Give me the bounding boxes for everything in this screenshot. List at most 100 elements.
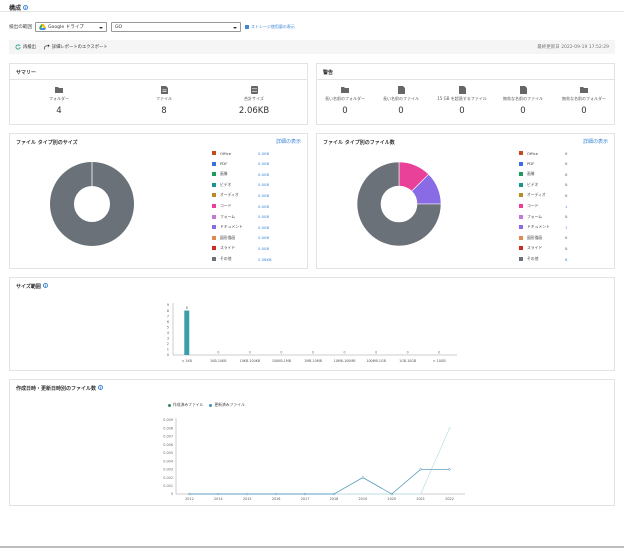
- size-by-type-panel: ファイル タイプ別のサイズ 詳細の表示 Office 0.00B PDF 0.00B 画…: [9, 133, 308, 269]
- y-tick-label: 0: [167, 353, 170, 357]
- warning-long-file-name: 長い名前のファイル 0: [371, 86, 431, 116]
- count-detail-link[interactable]: 詳細の表示: [582, 139, 608, 145]
- legend-item: 図形描画 0: [519, 235, 567, 241]
- legend-item: ビデオ 0: [519, 182, 567, 188]
- refresh-button[interactable]: 再検出: [15, 44, 36, 50]
- x-tick-label: 2021: [416, 497, 425, 501]
- y-tick-label: 5: [167, 325, 169, 329]
- long-file-name-icon: [397, 86, 405, 94]
- export-button[interactable]: 詳細レポートのエクスポート: [44, 44, 108, 50]
- bar-value-label: 0: [249, 351, 251, 355]
- warning-invalid-folder-name: 無効な名前のフォルダー 0: [554, 86, 614, 116]
- legend-item: PDF 0.00B: [212, 161, 269, 167]
- storage-usage-link[interactable]: ストレージ使用量の表示: [244, 24, 295, 30]
- legend-label: フォーム: [220, 213, 236, 219]
- legend-item: スライド 0: [519, 245, 567, 251]
- legend-swatch: [212, 151, 216, 155]
- large-file-icon: [458, 86, 466, 94]
- count-donut-chart: [356, 161, 442, 247]
- y-tick-label: 0.009: [163, 418, 173, 422]
- y-tick-label: 4: [167, 331, 170, 335]
- size-detail-link[interactable]: 詳細の表示: [275, 139, 301, 145]
- legend-swatch: [519, 235, 523, 240]
- legend-label: PDF: [220, 161, 228, 167]
- legend-item: Office 0.00B: [212, 150, 269, 156]
- legend-item: スライド 0.00B: [212, 245, 269, 251]
- series-point[interactable]: [448, 427, 451, 430]
- series-point[interactable]: [303, 492, 307, 496]
- x-tick-label: 2016: [272, 497, 281, 501]
- legend-item: 図形描画 0.00B: [212, 235, 269, 241]
- series-line: [189, 428, 450, 495]
- legend-value: 0.00B: [258, 245, 270, 251]
- x-tick-label: 2018: [330, 497, 339, 501]
- y-tick-label: 0.004: [163, 459, 173, 463]
- legend-label: ビデオ: [527, 181, 539, 187]
- source-select[interactable]: Google ドライブ: [34, 22, 107, 32]
- series-point[interactable]: [275, 492, 278, 496]
- bar[interactable]: [184, 310, 190, 355]
- legend-swatch: [212, 193, 216, 198]
- bar-value-label: 0: [407, 351, 409, 355]
- bar-value-label: 8: [186, 306, 188, 310]
- y-tick-label: 0.002: [163, 476, 173, 480]
- scope-select[interactable]: GO: [110, 22, 241, 32]
- series-point[interactable]: [361, 476, 365, 479]
- series-point[interactable]: [332, 492, 336, 496]
- summary-total-size: 合計サイズ 2.06KB: [224, 86, 284, 116]
- y-tick-label: 0: [171, 492, 173, 496]
- timeline-chart: 0 0.001 0.002 0.003 0.004 0.005 0.006 0.007 0.00…: [163, 418, 465, 501]
- y-tick-label: 0.007: [163, 435, 173, 439]
- series-point[interactable]: [188, 492, 191, 496]
- legend-label: オーディオ: [220, 192, 239, 198]
- last-update: 最終更新日 2022-09-19 17:52:29: [537, 45, 609, 50]
- series-point[interactable]: [390, 492, 393, 496]
- legend-item: フォーム 0.00B: [212, 214, 269, 220]
- x-tick-label: 1GB-10GB: [399, 359, 417, 363]
- x-tick-label: 1MB-10MB: [304, 359, 322, 363]
- series-point[interactable]: [448, 468, 451, 471]
- donut-slice[interactable]: [356, 161, 442, 247]
- x-tick-label: 1KB-10KB: [210, 359, 227, 363]
- series-point[interactable]: [246, 492, 249, 496]
- legend-value: 1: [565, 203, 568, 209]
- legend-item: オーディオ 0.00B: [212, 192, 269, 198]
- action-bar: 再検出 詳細レポートのエクスポート 最終更新日 2022-09-19 17:52…: [9, 40, 615, 54]
- x-tick-label: 2019: [359, 497, 368, 501]
- summary-title: サマリー: [16, 70, 37, 76]
- legend-swatch: [212, 182, 216, 187]
- legend-item: PDF 0: [519, 161, 567, 167]
- info-icon[interactable]: i: [23, 5, 29, 10]
- legend-label: 画像: [527, 171, 535, 177]
- folder-icon: [55, 87, 63, 93]
- legend-label: ビデオ: [220, 181, 232, 187]
- x-tick-label: 2017: [301, 497, 310, 501]
- series-point[interactable]: [419, 468, 422, 471]
- series-point[interactable]: [217, 492, 220, 496]
- y-tick-label: 0.008: [163, 426, 173, 430]
- legend-item: オーディオ 0: [519, 192, 567, 198]
- legend-item: ドキュメント 1: [519, 224, 567, 230]
- y-tick-label: 2: [167, 342, 169, 346]
- bottom-divider: [0, 546, 624, 548]
- export-icon: [44, 44, 50, 50]
- legend-label: PDF: [527, 161, 535, 167]
- series-point[interactable]: [361, 492, 365, 496]
- info-icon[interactable]: i: [98, 385, 104, 390]
- legend-label: コード: [220, 203, 232, 208]
- legend-item: その他 6: [519, 256, 567, 262]
- legend-item: コード 0.00B: [212, 203, 269, 209]
- y-tick-label: 0.006: [163, 443, 173, 447]
- timeline-panel: 作成日時・更新日時別のファイル数 i 作成済みファイル 更新済みファイル 0 0.0…: [9, 379, 615, 506]
- legend-label: 図形描画: [527, 234, 543, 240]
- legend-swatch: [212, 225, 216, 230]
- y-tick-label: 7: [167, 314, 169, 318]
- legend-item: ビデオ 0.00B: [212, 182, 269, 188]
- legend-swatch: [212, 246, 216, 251]
- legend-item: Office 0: [519, 150, 567, 156]
- series-point[interactable]: [419, 492, 422, 496]
- info-icon[interactable]: i: [42, 283, 48, 288]
- summary-folders: フォルダー 4: [29, 86, 89, 116]
- bar-value-label: 0: [217, 351, 219, 355]
